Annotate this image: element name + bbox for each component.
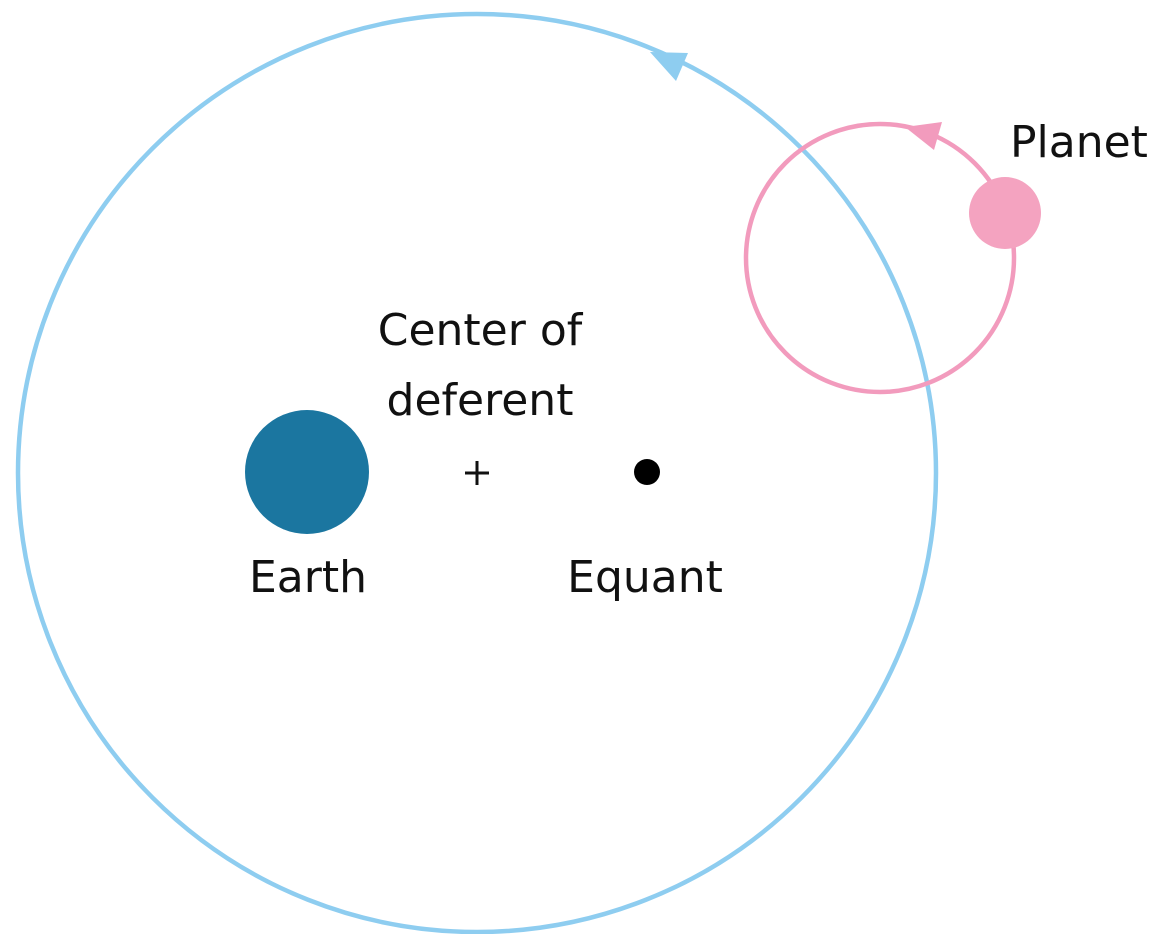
center-label-line: Center of: [378, 305, 584, 356]
center-label-line: deferent: [387, 375, 574, 426]
epicycle-arrow: [905, 122, 942, 150]
equant-label: Equant: [567, 552, 723, 603]
planet-label: Planet: [1010, 117, 1148, 168]
epicycle-circle: [743, 121, 1017, 395]
earth-label: Earth: [249, 552, 367, 603]
deferent-arrow: [650, 52, 688, 81]
equant-dot: [634, 459, 660, 485]
planet-dot: [969, 177, 1041, 249]
center-marker: [465, 461, 489, 485]
earth-dot: [245, 410, 369, 534]
deferent-circle: [15, 11, 939, 934]
